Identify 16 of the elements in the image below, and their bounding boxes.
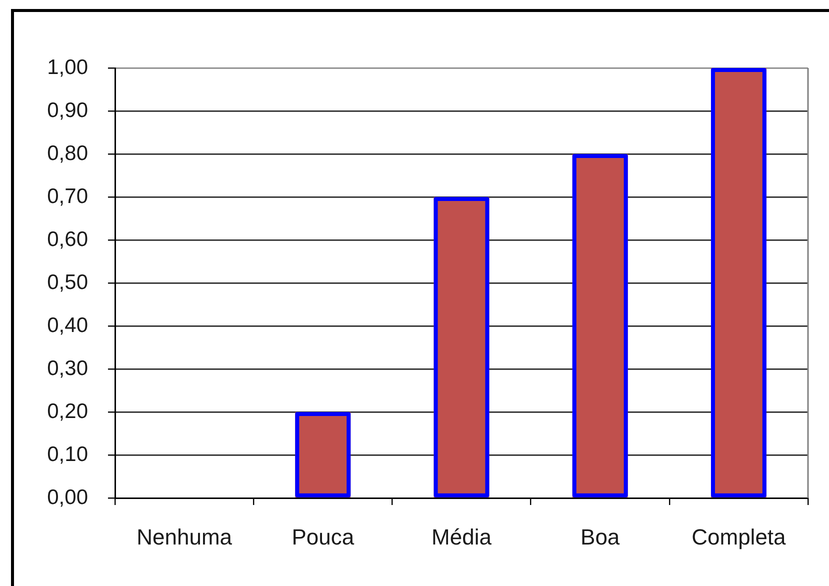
y-tick-label: 0,60 bbox=[47, 228, 88, 251]
y-tick-label: 1,00 bbox=[47, 56, 88, 79]
y-tick-label: 0,80 bbox=[47, 142, 88, 165]
x-tick-label: Nenhuma bbox=[136, 524, 233, 550]
y-tick-label: 0,90 bbox=[47, 98, 88, 122]
y-tick-label: 0,40 bbox=[47, 314, 88, 337]
y-tick-label: 0,20 bbox=[47, 400, 88, 423]
y-tick-label: 0,10 bbox=[47, 442, 88, 466]
x-tick-label: Pouca bbox=[292, 524, 355, 550]
y-tick-label: 0,70 bbox=[47, 184, 88, 208]
x-tick-label: Completa bbox=[692, 524, 787, 550]
x-tick-label: Média bbox=[432, 524, 492, 550]
x-tick-label: Boa bbox=[580, 524, 620, 550]
y-tick-label: 0,00 bbox=[47, 486, 88, 509]
y-tick-label: 0,30 bbox=[47, 356, 88, 380]
y-tick-label: 0,50 bbox=[47, 270, 88, 294]
